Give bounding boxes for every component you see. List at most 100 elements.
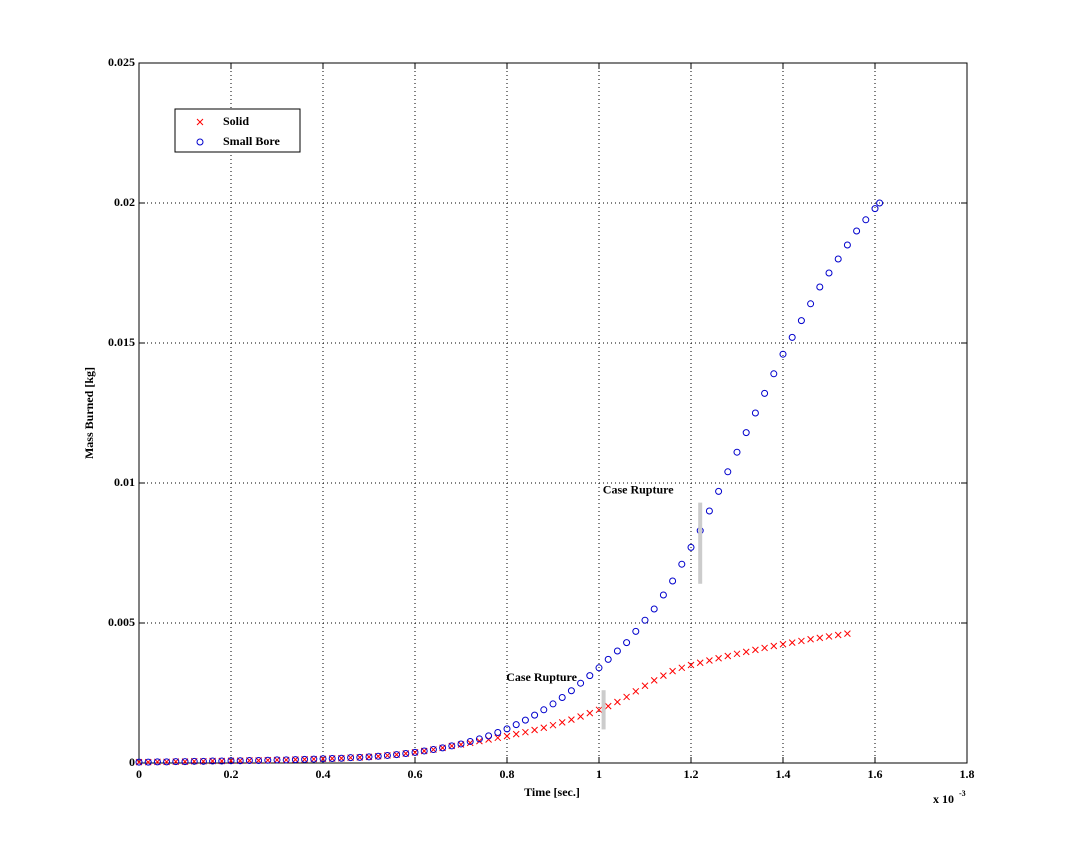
circle-marker xyxy=(586,672,594,680)
circle-marker xyxy=(356,753,364,761)
x-marker xyxy=(761,644,768,652)
circle-marker xyxy=(328,755,336,763)
circle-marker xyxy=(383,751,391,759)
circle-marker xyxy=(807,300,815,308)
circle-marker xyxy=(466,737,474,745)
x-marker xyxy=(522,728,529,736)
circle-marker xyxy=(475,735,483,743)
circle-marker xyxy=(135,758,143,766)
circle-marker xyxy=(549,700,557,708)
x-marker xyxy=(660,672,667,679)
circle-marker xyxy=(255,756,263,764)
x-marker xyxy=(825,633,833,640)
circle-marker xyxy=(678,560,686,568)
x-marker xyxy=(844,630,851,637)
circle-marker xyxy=(632,627,640,635)
x-scale-exponent: -3 xyxy=(959,789,966,798)
x-tick-label: 1.4 xyxy=(776,767,791,781)
x-marker xyxy=(798,637,805,645)
circle-marker xyxy=(347,754,355,762)
circle-marker xyxy=(503,725,511,733)
x-marker xyxy=(834,631,842,639)
x-axis-label: Time [sec.] xyxy=(524,785,580,799)
circle-marker xyxy=(153,758,161,766)
x-marker xyxy=(715,654,722,662)
x-marker xyxy=(641,682,649,690)
circle-marker xyxy=(669,577,677,585)
circle-marker xyxy=(402,749,410,757)
circle-marker xyxy=(567,687,575,695)
x-marker xyxy=(466,739,474,747)
x-marker xyxy=(558,719,566,726)
x-marker xyxy=(788,639,796,646)
circle-marker xyxy=(485,732,493,740)
x-marker xyxy=(632,687,640,695)
x-tick-label: 0.8 xyxy=(500,767,515,781)
x-marker xyxy=(503,732,511,740)
x-marker xyxy=(494,734,502,742)
plot-frame xyxy=(138,62,968,764)
y-axis-label: Mass Burned [kg] xyxy=(82,367,96,459)
circle-marker xyxy=(540,706,548,714)
circle-marker xyxy=(190,757,198,765)
circle-marker xyxy=(144,758,152,766)
annotation: Case Rupture xyxy=(603,482,674,496)
circle-marker xyxy=(236,757,244,765)
x-marker xyxy=(568,716,575,723)
x-marker xyxy=(816,634,824,642)
circle-marker xyxy=(659,591,667,599)
legend-label: Small Bore xyxy=(223,134,280,148)
circle-marker xyxy=(181,758,189,766)
x-marker xyxy=(770,642,778,650)
x-marker xyxy=(623,693,630,701)
circle-marker xyxy=(595,664,603,672)
x-tick-label: 1 xyxy=(596,767,602,781)
x-marker xyxy=(733,650,741,658)
y-tick-label: 0 xyxy=(129,755,135,769)
circle-marker xyxy=(163,758,171,766)
circle-marker xyxy=(577,679,585,687)
legend-marker xyxy=(196,138,204,146)
circle-marker xyxy=(337,754,345,762)
circle-marker xyxy=(172,758,180,766)
circle-marker xyxy=(218,757,226,765)
circle-marker xyxy=(715,487,723,495)
x-tick-label: 1.8 xyxy=(960,767,975,781)
x-tick-label: 0.6 xyxy=(408,767,423,781)
x-marker xyxy=(696,659,704,667)
circle-marker xyxy=(687,543,695,551)
circle-marker xyxy=(862,216,870,224)
x-marker xyxy=(604,702,612,710)
circle-marker xyxy=(245,756,253,764)
circle-marker xyxy=(209,757,217,765)
legend-box xyxy=(174,108,301,153)
x-marker xyxy=(595,706,603,714)
circle-marker xyxy=(291,756,299,764)
circle-marker xyxy=(650,605,658,613)
circle-marker xyxy=(429,746,437,754)
circle-marker xyxy=(439,744,447,752)
circle-marker xyxy=(779,350,787,358)
circle-marker xyxy=(853,227,861,235)
y-tick-label: 0.015 xyxy=(108,335,135,349)
circle-marker xyxy=(494,728,502,736)
x-tick-label: 1.6 xyxy=(868,767,883,781)
circle-marker xyxy=(876,199,884,207)
circle-marker xyxy=(374,752,382,760)
circle-marker xyxy=(365,753,373,761)
circle-marker xyxy=(273,756,281,764)
circle-marker xyxy=(319,755,327,763)
circle-marker xyxy=(448,742,456,750)
circle-marker xyxy=(393,751,401,759)
circle-marker xyxy=(282,756,290,764)
circle-marker xyxy=(310,755,318,763)
x-tick-label: 0.4 xyxy=(316,767,331,781)
x-tick-label: 0 xyxy=(136,767,142,781)
annotation: Case Rupture xyxy=(506,670,577,684)
circle-marker xyxy=(834,255,842,263)
circle-marker xyxy=(770,370,778,378)
circle-marker xyxy=(788,333,796,341)
x-marker xyxy=(549,721,557,729)
